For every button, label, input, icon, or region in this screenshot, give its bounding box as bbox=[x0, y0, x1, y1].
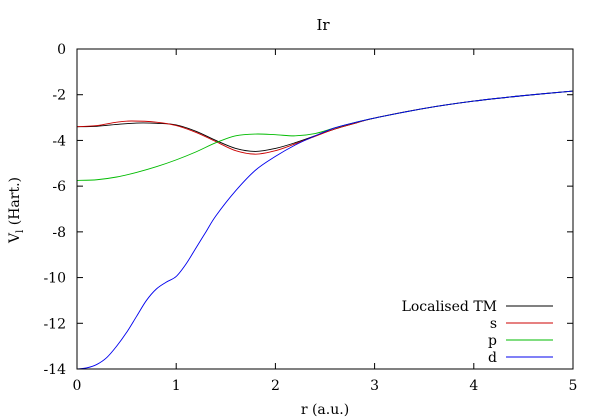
y-tick-label: -12 bbox=[43, 316, 66, 332]
y-tick-label: -2 bbox=[52, 88, 66, 104]
chart-title: Ir bbox=[316, 16, 330, 34]
series-layer bbox=[76, 90, 574, 370]
plot-frame bbox=[76, 48, 574, 370]
y-tick-label: -4 bbox=[52, 133, 66, 149]
x-tick-label: 0 bbox=[73, 378, 82, 394]
y-tick-label: -6 bbox=[52, 179, 66, 195]
series-line-3 bbox=[76, 90, 574, 370]
series-line-0 bbox=[76, 90, 574, 152]
series-line-1 bbox=[76, 90, 574, 155]
x-tick-label: 5 bbox=[569, 378, 578, 394]
y-axis-label-main: V bbox=[7, 232, 23, 244]
ticks-layer: 0 1 2 3 4 5 -14 -12 -10 -8 -6 -4 -2 0 bbox=[43, 42, 577, 394]
y-tick-label: -8 bbox=[52, 225, 66, 241]
legend-label-1: s bbox=[490, 316, 497, 332]
legend-label-2: p bbox=[488, 333, 497, 349]
y-tick-label: 0 bbox=[57, 42, 66, 58]
x-tick-label: 4 bbox=[469, 378, 478, 394]
y-tick-label: -10 bbox=[43, 271, 66, 287]
y-tick-label: -14 bbox=[43, 362, 66, 378]
series-line-2 bbox=[76, 90, 574, 181]
y-axis-label-tail: (Hart.) bbox=[7, 177, 23, 230]
x-tick-label: 1 bbox=[172, 378, 181, 394]
x-tick-label: 3 bbox=[370, 378, 379, 394]
legend-label-3: d bbox=[488, 350, 497, 366]
y-axis-label-sub: l bbox=[15, 230, 26, 233]
y-axis-label: Vl (Hart.) bbox=[7, 177, 26, 244]
legend-label-0: Localised TM bbox=[402, 299, 497, 315]
x-axis-label: r (a.u.) bbox=[301, 402, 349, 418]
x-tick-label: 2 bbox=[271, 378, 280, 394]
